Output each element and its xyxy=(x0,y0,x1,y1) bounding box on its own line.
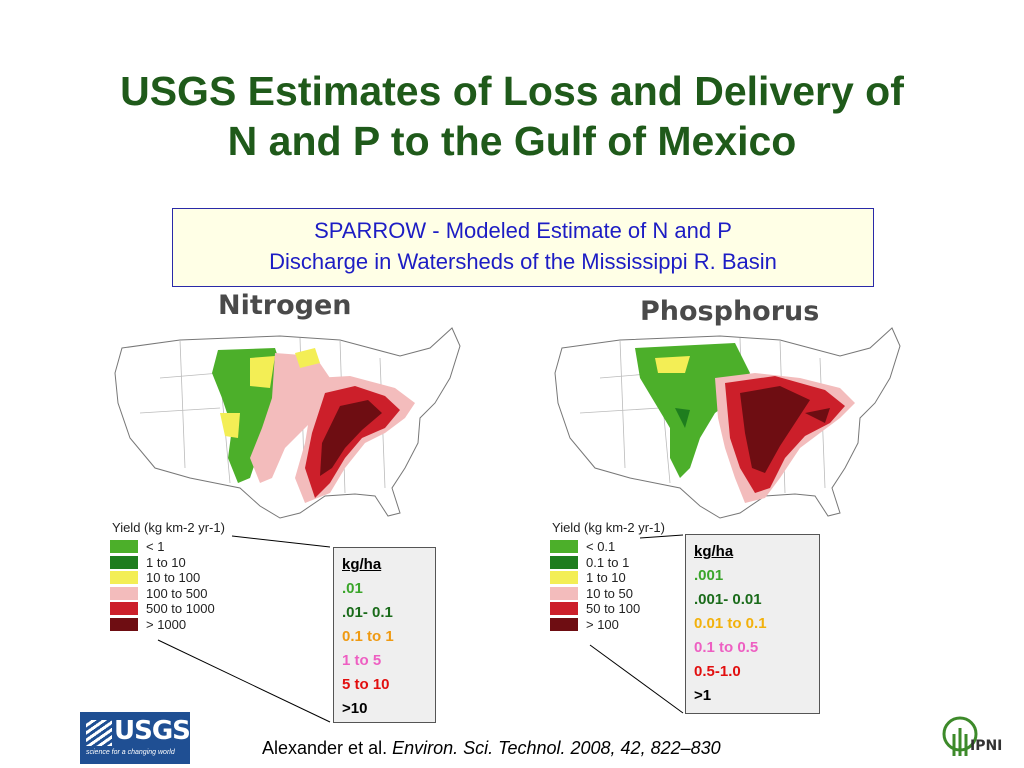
phosphorus-legend-text: > 100 xyxy=(586,616,619,632)
nitrogen-kgha-rows: .01 .01- 0.1 0.1 to 1 1 to 5 5 to 10 >10 xyxy=(342,577,435,721)
nitrogen-legend-text: 500 to 1000 xyxy=(146,601,215,617)
subtitle-box: SPARROW - Modeled Estimate of N and P Di… xyxy=(172,208,874,287)
nitrogen-legend-item: 100 to 500 xyxy=(110,586,225,602)
phosphorus-legend-item: 10 to 50 xyxy=(550,586,665,602)
phosphorus-legend-text: 10 to 50 xyxy=(586,585,633,601)
nitrogen-legend-text: 10 to 100 xyxy=(146,570,201,586)
ipni-wordmark: IPNI xyxy=(970,738,1003,754)
nitrogen-kgha-item: .01- 0.1 xyxy=(342,604,393,621)
nitrogen-kgha-item: >10 xyxy=(342,700,368,717)
phosphorus-legend-text: < 0.1 xyxy=(586,539,616,555)
phosphorus-legend-swatch xyxy=(550,602,578,616)
nitrogen-kgha-box: kg/ha .01 .01- 0.1 0.1 to 1 1 to 5 5 to 10 >1… xyxy=(333,547,436,723)
nitrogen-legend-text: 1 to 10 xyxy=(146,554,186,570)
nitrogen-legend-swatch xyxy=(110,555,138,569)
phosphorus-legend-swatch xyxy=(550,571,578,585)
phosphorus-legend-item: > 100 xyxy=(550,617,665,633)
phosphorus-legend-swatch xyxy=(550,540,578,554)
slide-title: USGS Estimates of Loss and Delivery of N… xyxy=(0,66,1024,166)
phosphorus-legend-text: 0.1 to 1 xyxy=(586,554,630,570)
phosphorus-leader-bottom xyxy=(589,644,684,714)
nitrogen-legend-swatch xyxy=(110,602,138,616)
nitrogen-kgha-item: 0.1 to 1 xyxy=(342,628,394,645)
phosphorus-map-label: Phosphorus xyxy=(640,296,820,327)
citation-journal: Environ. Sci. Technol. 2008, 42, 822–830 xyxy=(392,738,721,758)
phosphorus-legend-text: 50 to 100 xyxy=(586,601,641,617)
phosphorus-legend-item: 1 to 10 xyxy=(550,570,665,586)
subtitle-line2: Discharge in Watersheds of the Mississip… xyxy=(269,249,777,274)
phosphorus-map xyxy=(554,327,901,519)
nitrogen-legend-swatch xyxy=(110,617,138,631)
phosphorus-legend-item: 50 to 100 xyxy=(550,601,665,617)
ipni-leaf-icon xyxy=(942,716,978,756)
slide-title-line2: N and P to the Gulf of Mexico xyxy=(227,118,797,164)
phosphorus-kgha-item: .001- 0.01 xyxy=(694,591,762,608)
nitrogen-legend-item: 10 to 100 xyxy=(110,570,225,586)
usgs-logo: USGS science for a changing world xyxy=(80,712,191,764)
slide-title-line1: USGS Estimates of Loss and Delivery of xyxy=(120,68,904,114)
phosphorus-kgha-item: 0.5-1.0 xyxy=(694,663,741,680)
phosphorus-kgha-box: kg/ha .001 .001- 0.01 0.01 to 0.1 0.1 to 0.… xyxy=(685,534,820,714)
nitrogen-legend-item: 500 to 1000 xyxy=(110,601,225,617)
phosphorus-legend-swatch xyxy=(550,586,578,600)
nitrogen-map-label: Nitrogen xyxy=(218,290,352,321)
citation: Alexander et al. Environ. Sci. Technol. … xyxy=(262,738,721,759)
nitrogen-legend-item: < 1 xyxy=(110,539,225,555)
nitrogen-legend-text: 100 to 500 xyxy=(146,585,208,601)
nitrogen-legend-title: Yield (kg km-2 yr-1) xyxy=(112,520,225,535)
phosphorus-kgha-item: .001 xyxy=(694,567,724,584)
nitrogen-legend-text: < 1 xyxy=(146,539,165,555)
usgs-wordmark: USGS xyxy=(114,716,191,746)
nitrogen-legend-text: > 1000 xyxy=(146,616,187,632)
phosphorus-kgha-item: 0.1 to 0.5 xyxy=(694,639,759,656)
subtitle-line1: SPARROW - Modeled Estimate of N and P xyxy=(314,218,732,243)
phosphorus-legend-title: Yield (kg km-2 yr-1) xyxy=(552,520,665,535)
phosphorus-kgha-item: 0.01 to 0.1 xyxy=(694,615,767,632)
nitrogen-leader-top xyxy=(231,535,331,548)
nitrogen-leader-bottom xyxy=(157,639,331,723)
usgs-wave-icon xyxy=(86,720,112,746)
phosphorus-legend-text: 1 to 10 xyxy=(586,570,626,586)
nitrogen-kgha-header: kg/ha xyxy=(342,556,382,573)
nitrogen-kgha-item: 5 to 10 xyxy=(342,676,390,693)
phosphorus-leader-top xyxy=(639,534,684,539)
nitrogen-legend-item: > 1000 xyxy=(110,617,225,633)
usgs-tagline: science for a changing world xyxy=(86,749,175,756)
phosphorus-legend-swatch xyxy=(550,555,578,569)
phosphorus-kgha-item: >1 xyxy=(694,687,712,704)
nitrogen-legend-swatch xyxy=(110,540,138,554)
nitrogen-map xyxy=(114,327,461,519)
nitrogen-legend-swatch xyxy=(110,571,138,585)
phosphorus-kgha-rows: .001 .001- 0.01 0.01 to 0.1 0.1 to 0.5 0.5-1… xyxy=(694,564,819,708)
phosphorus-legend-item: < 0.1 xyxy=(550,539,665,555)
phosphorus-legend-swatch xyxy=(550,617,578,631)
citation-authors: Alexander et al. xyxy=(262,738,393,758)
nitrogen-legend-item: 1 to 10 xyxy=(110,555,225,571)
phosphorus-legend-item: 0.1 to 1 xyxy=(550,555,665,571)
phosphorus-kgha-header: kg/ha xyxy=(694,543,734,560)
nitrogen-legend-swatch xyxy=(110,586,138,600)
ipni-logo: IPNI xyxy=(940,712,1016,764)
nitrogen-kgha-item: 1 to 5 xyxy=(342,652,382,669)
nitrogen-kgha-item: .01 xyxy=(342,580,363,597)
